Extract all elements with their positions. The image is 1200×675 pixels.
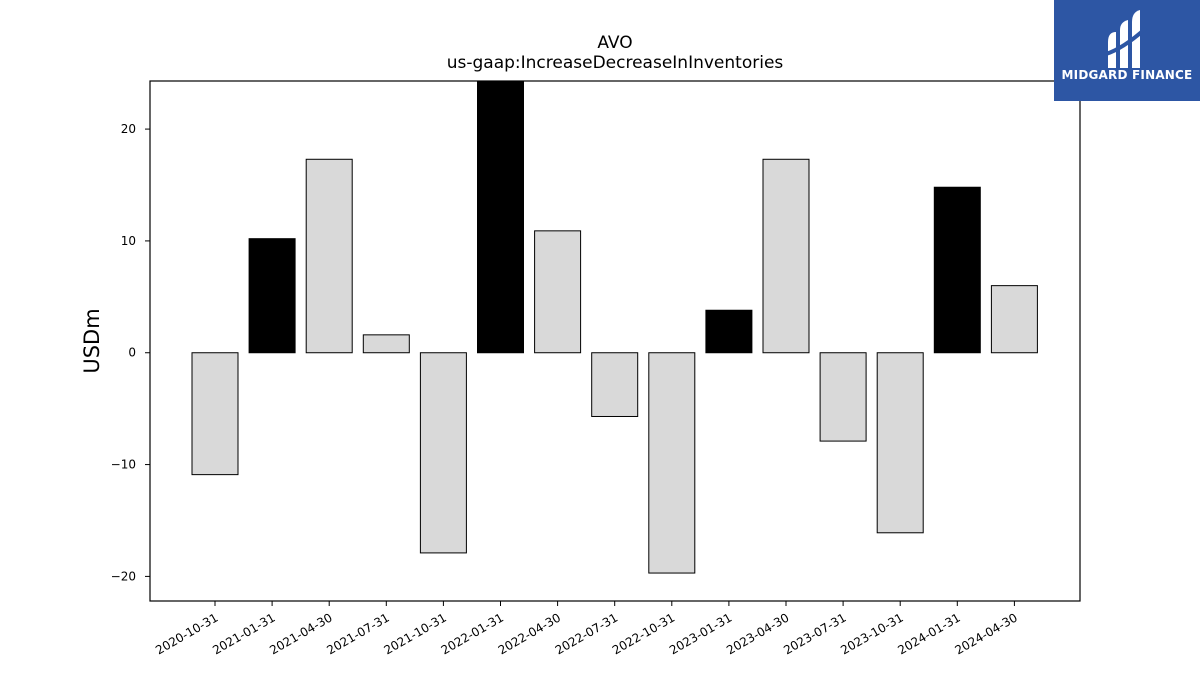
plot-area-frame	[149, 80, 1081, 602]
x-tick-label: 2022-10-31	[610, 610, 677, 657]
bars-group	[191, 80, 1038, 574]
bar-2023-07-31	[819, 352, 867, 442]
bar-2021-07-31	[362, 334, 410, 354]
y-tick-label: 0	[128, 346, 136, 360]
x-tick-label: 2021-10-31	[381, 610, 448, 657]
y-axis-ticks: −20 −10 0 10 20	[111, 122, 150, 583]
x-tick-label: 2023-01-31	[667, 610, 734, 657]
y-axis-label: USDm	[80, 308, 104, 373]
bar-2022-04-30	[534, 230, 582, 354]
y-tick-label: −20	[111, 569, 136, 583]
x-tick-label: 2022-07-31	[553, 610, 620, 657]
bar-2022-07-31	[591, 352, 639, 417]
bar-2024-04-30	[990, 285, 1038, 354]
bar-2021-01-31	[248, 238, 296, 354]
x-tick-label: 2023-10-31	[838, 610, 905, 657]
y-tick-label: 10	[121, 234, 136, 248]
x-tick-label: 2020-10-31	[153, 610, 220, 657]
chart-subtitle: us-gaap:IncreaseDecreaseInInventories	[447, 53, 784, 73]
y-tick-label: 20	[121, 122, 136, 136]
bar-2021-10-31	[419, 352, 467, 554]
x-tick-label: 2024-01-31	[895, 610, 962, 657]
x-tick-label: 2021-07-31	[324, 610, 391, 657]
logo-text: MIDGARD FINANCE	[1061, 68, 1193, 82]
bar-2023-10-31	[876, 352, 924, 534]
bar-2021-04-30	[305, 158, 353, 354]
chart-title: AVO	[597, 33, 632, 53]
bar-2020-10-31	[191, 352, 239, 476]
midgard-logo-mark-icon	[1105, 10, 1148, 68]
x-tick-label: 2023-07-31	[781, 610, 848, 657]
bar-2022-01-31	[477, 80, 524, 354]
x-tick-label: 2022-01-31	[439, 610, 506, 657]
bar-2024-01-31	[933, 186, 981, 354]
x-tick-label: 2023-04-30	[724, 610, 791, 657]
x-tick-label: 2022-04-30	[496, 610, 563, 657]
x-tick-label: 2021-04-30	[267, 610, 334, 657]
bar-2023-01-31	[705, 309, 753, 354]
bar-2023-04-30	[762, 158, 810, 354]
x-axis-ticks: 2020-10-312021-01-312021-04-302021-07-31…	[153, 601, 1020, 657]
bar-2022-10-31	[648, 352, 696, 574]
y-tick-label: −10	[111, 458, 136, 472]
x-tick-label: 2021-01-31	[210, 610, 277, 657]
midgard-finance-logo: MIDGARD FINANCE	[1054, 0, 1200, 101]
x-tick-label: 2024-04-30	[952, 610, 1019, 657]
